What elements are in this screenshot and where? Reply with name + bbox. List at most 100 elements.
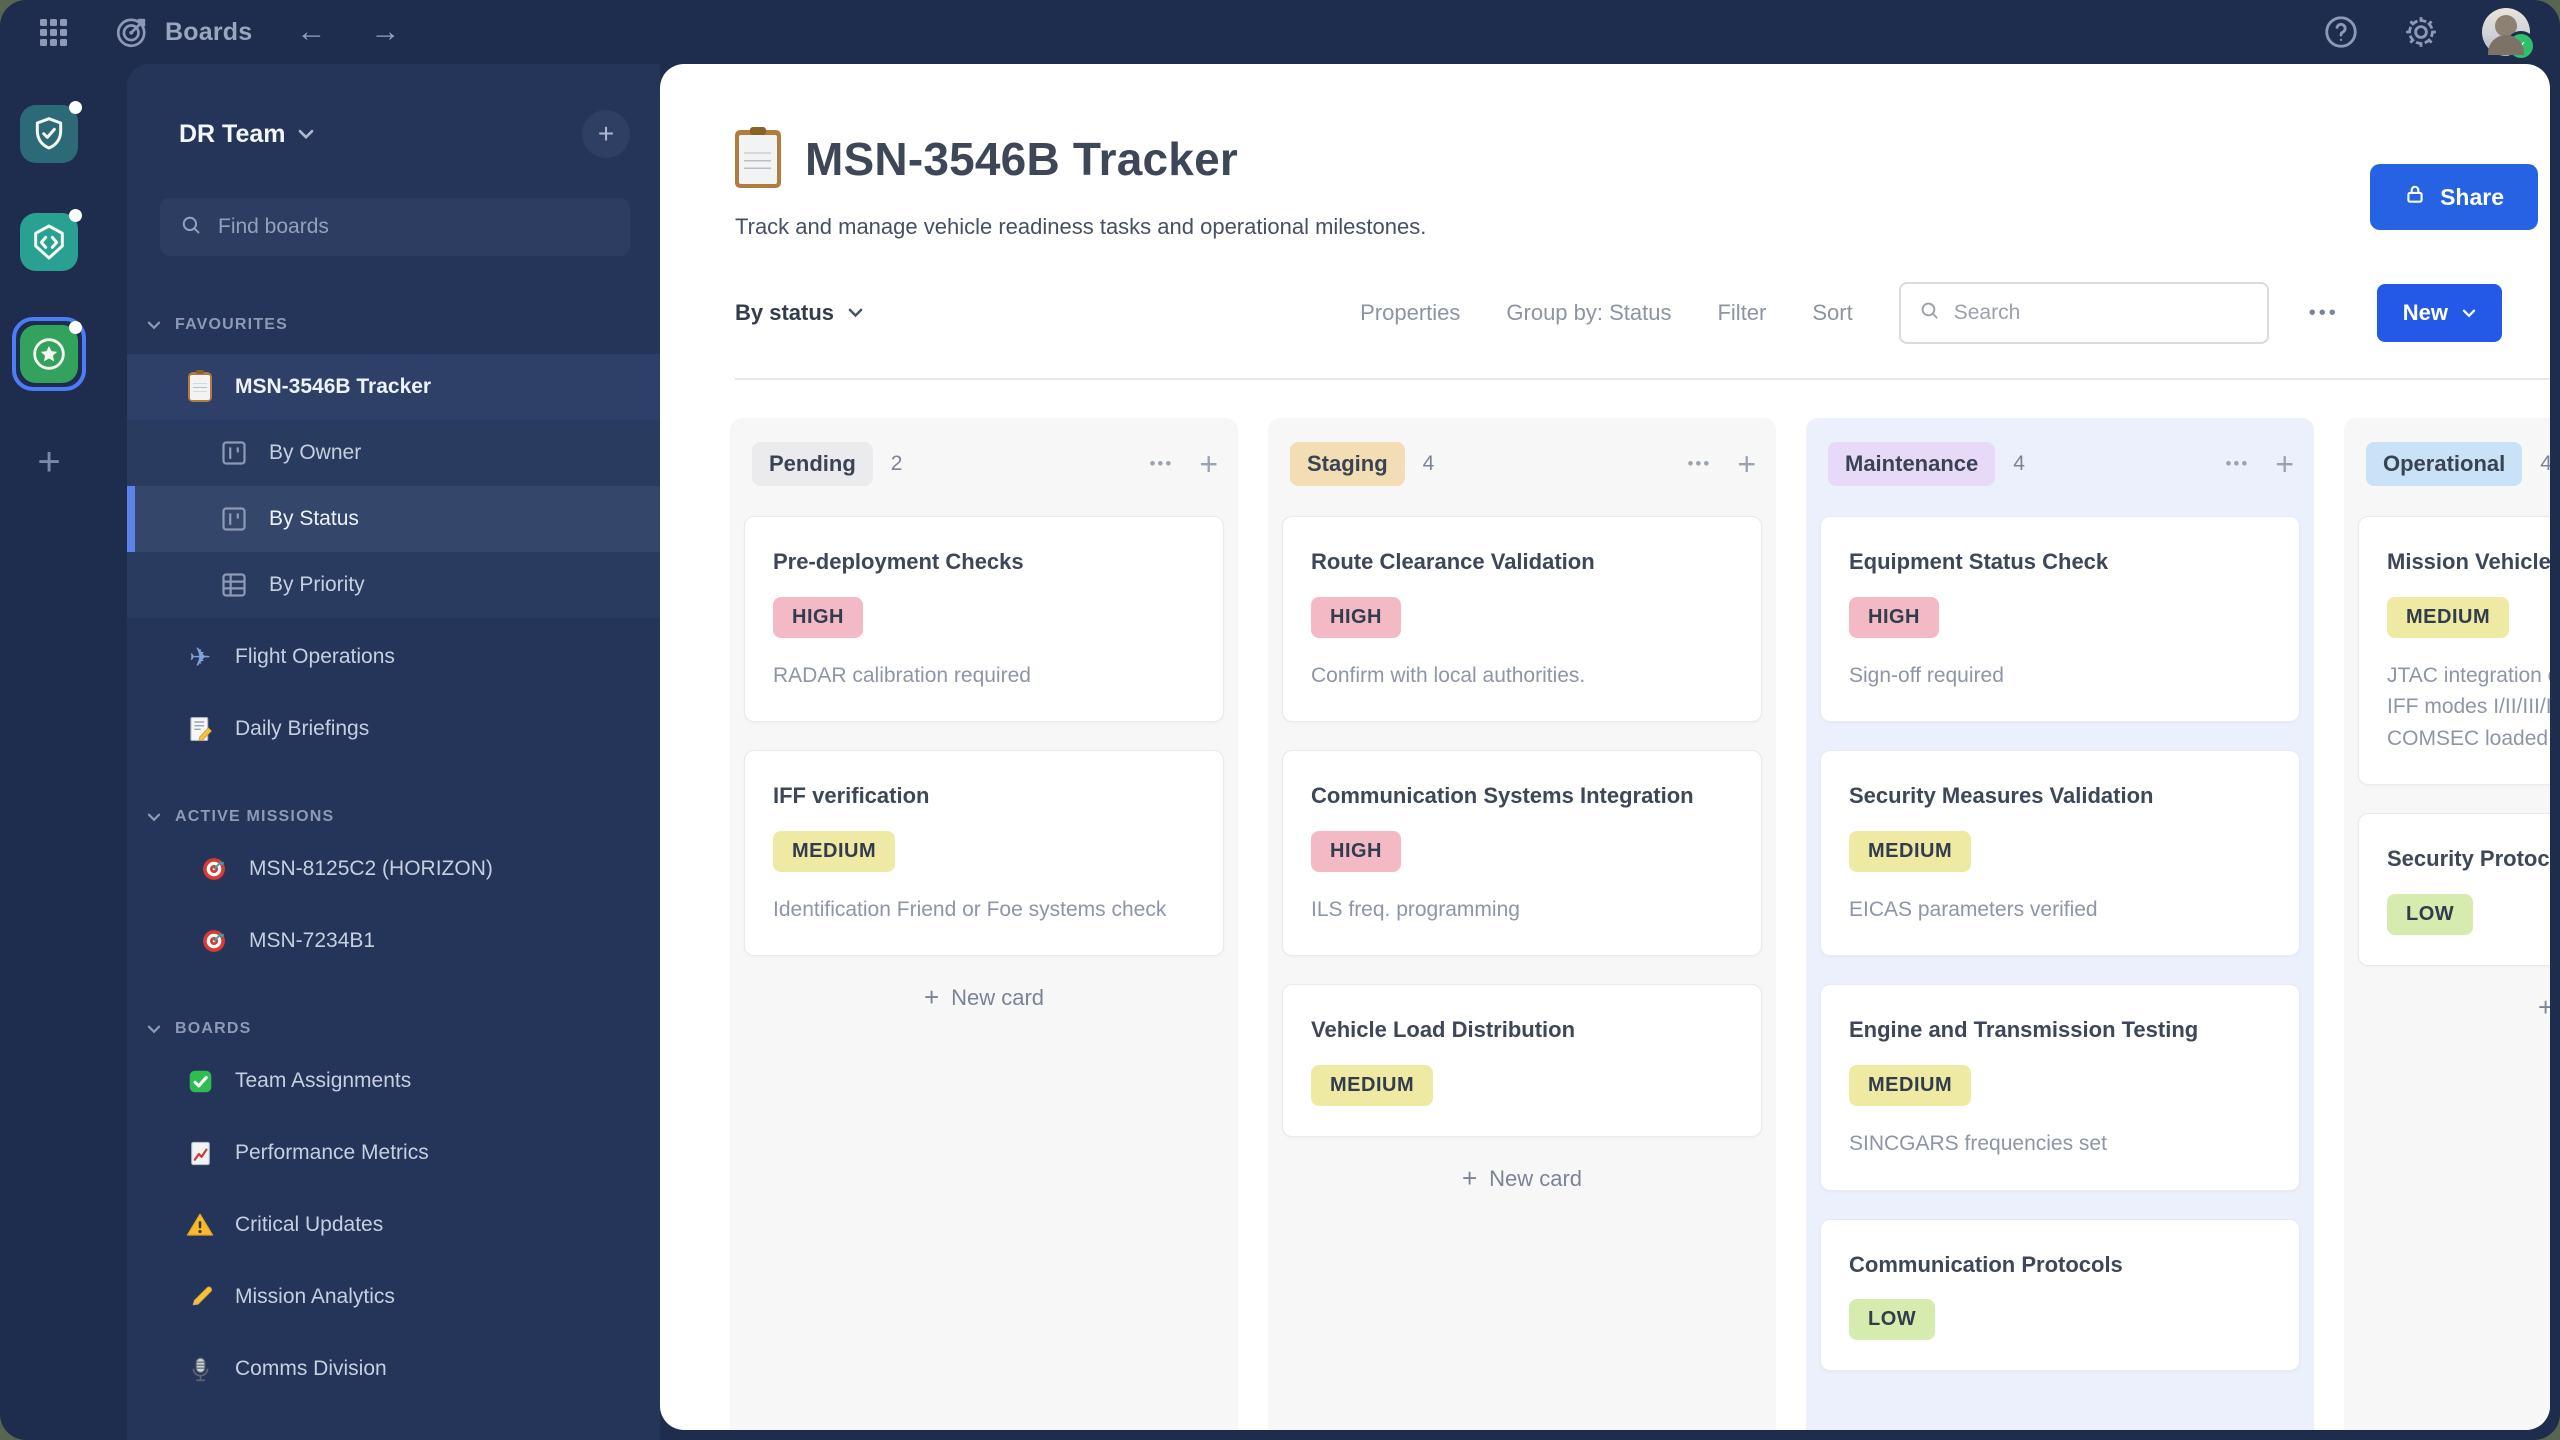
- column-add-icon[interactable]: +: [2275, 446, 2294, 482]
- column-more-icon[interactable]: •••: [2225, 454, 2250, 473]
- column-more-icon[interactable]: •••: [1149, 454, 1174, 473]
- column-count: 4: [2540, 452, 2550, 475]
- apps-grid-icon[interactable]: [40, 18, 67, 46]
- priority-badge: LOW: [1849, 1299, 1936, 1341]
- sidebar-item-label: Mission Analytics: [235, 1285, 395, 1308]
- card-title: IFF verification: [773, 783, 930, 809]
- priority-badge: HIGH: [1311, 830, 1401, 872]
- task-card[interactable]: Pre-deployment Checks HIGH RADAR calibrati…: [744, 516, 1224, 723]
- card-title: Equipment Status Check: [1849, 549, 2109, 574]
- sidebar-item-by-owner[interactable]: By Owner: [127, 420, 660, 486]
- card-description: EICAS parameters verified: [1849, 897, 2098, 921]
- pencil-icon: [185, 1282, 215, 1312]
- sidebar-item-flight-operations[interactable]: ✈ Flight Operations: [127, 624, 660, 690]
- task-card[interactable]: Security Protocol Review LOW: [2358, 813, 2550, 966]
- toolbar-item-properties[interactable]: Properties: [1360, 300, 1461, 325]
- toolbar-item-group-by-status[interactable]: Group by: Status: [1506, 300, 1672, 325]
- column-actions: ••• +: [1687, 448, 1756, 480]
- card-title: Route Clearance Validation: [1311, 549, 1595, 574]
- plus-icon: +: [1461, 1163, 1478, 1194]
- main-panel: MSN-3546B Tracker Track and manage vehic…: [660, 64, 2550, 1430]
- toolbar-item-sort[interactable]: Sort: [1812, 300, 1853, 325]
- avatar[interactable]: ✓: [2482, 8, 2536, 61]
- board-search-input[interactable]: [1951, 300, 2249, 326]
- task-card[interactable]: Vehicle Load Distribution MEDIUM: [1282, 984, 1762, 1138]
- sidebar-item-msn-3546b-tracker[interactable]: MSN-3546B Tracker: [127, 354, 660, 420]
- sidebar-item-label: MSN-3546B Tracker: [235, 375, 432, 398]
- column-add-icon[interactable]: +: [1199, 446, 1218, 482]
- sidebar-item-performance-metrics[interactable]: Performance Metrics: [127, 1120, 660, 1186]
- sidebar-item-label: Daily Briefings: [235, 717, 370, 740]
- section-header-active-missions[interactable]: ACTIVE MISSIONS: [127, 804, 660, 830]
- task-card[interactable]: Route Clearance Validation HIGH Confirm wi…: [1282, 516, 1762, 723]
- toolbar-item-filter[interactable]: Filter: [1717, 300, 1767, 325]
- board-toolbar: By status Properties Group by: Status Filt…: [735, 282, 2520, 344]
- priority-badge: MEDIUM: [2387, 596, 2510, 638]
- sidebar-item-mission-analytics[interactable]: Mission Analytics: [127, 1264, 660, 1330]
- search-input[interactable]: [216, 214, 610, 240]
- task-card[interactable]: Communication Protocols LOW: [1820, 1218, 2300, 1372]
- hexagon-code-app-icon[interactable]: [20, 209, 82, 271]
- priority-badge: LOW: [2387, 893, 2474, 935]
- card-list: Mission Vehicle Assignment MEDIUM JTAC int…: [2358, 516, 2550, 966]
- task-card[interactable]: Equipment Status Check HIGH Sign-off requi…: [1820, 516, 2300, 723]
- back-arrow-icon[interactable]: ←: [296, 15, 327, 48]
- sidebar-item-daily-briefings[interactable]: Daily Briefings: [127, 696, 660, 762]
- task-card[interactable]: Mission Vehicle Assignment MEDIUM JTAC int…: [2358, 516, 2550, 786]
- new-card-button[interactable]: +New card: [1461, 1163, 1583, 1194]
- board-search[interactable]: [1898, 282, 2269, 344]
- new-card-button[interactable]: +New card: [2358, 992, 2550, 1023]
- add-workspace-button[interactable]: +: [37, 440, 61, 484]
- sidebar-item-critical-updates[interactable]: Critical Updates: [127, 1192, 660, 1258]
- task-card[interactable]: IFF verification MEDIUM Identification Fri…: [744, 750, 1224, 957]
- find-boards-search[interactable]: [160, 198, 630, 256]
- sidebar-item-msn-8125c2-horizon-[interactable]: MSN-8125C2 (HORIZON): [127, 836, 660, 902]
- sidebar-item-label: By Status: [269, 507, 359, 530]
- section-header-favourites[interactable]: FAVOURITES: [127, 312, 660, 338]
- target-icon: [199, 854, 229, 884]
- team-switcher[interactable]: DR Team: [179, 120, 314, 149]
- target-logo-icon: [113, 13, 151, 51]
- section-header-boards[interactable]: BOARDS: [127, 1016, 660, 1042]
- kanban-board-icon: [219, 438, 249, 468]
- sidebar-item-team-assignments[interactable]: Team Assignments: [127, 1048, 660, 1114]
- card-list: Route Clearance Validation HIGH Confirm wi…: [1282, 516, 1762, 1138]
- shield-check-app-icon[interactable]: [20, 101, 82, 163]
- sidebar-item-label: Critical Updates: [235, 1213, 384, 1236]
- column-more-icon[interactable]: •••: [1687, 454, 1712, 473]
- toolbar-divider: [735, 378, 2550, 380]
- column-pill[interactable]: Pending: [752, 442, 873, 486]
- column-add-icon[interactable]: +: [1737, 446, 1756, 482]
- task-card[interactable]: Engine and Transmission Testing MEDIUM SIN…: [1820, 984, 2300, 1191]
- notification-dot: [69, 101, 82, 114]
- clipboard-icon: [185, 370, 215, 402]
- forward-arrow-icon[interactable]: →: [370, 15, 401, 48]
- chevron-down-icon: [147, 1025, 161, 1034]
- column-pill[interactable]: Maintenance: [1828, 442, 1996, 486]
- column-pill[interactable]: Staging: [1290, 442, 1405, 486]
- airplane-icon: ✈: [189, 641, 211, 672]
- star-circle-app-icon[interactable]: [12, 317, 86, 391]
- sidebar-item-label: MSN-8125C2 (HORIZON): [249, 857, 493, 880]
- more-options-icon[interactable]: •••: [2308, 301, 2339, 324]
- card-title: Communication Protocols: [1849, 1251, 2123, 1277]
- new-button[interactable]: New: [2376, 284, 2502, 342]
- card-description: Identification Friend or Foe systems che…: [773, 897, 1167, 921]
- help-icon[interactable]: [2322, 13, 2360, 51]
- sidebar-item-by-priority[interactable]: By Priority: [127, 552, 660, 618]
- settings-gear-icon[interactable]: [2402, 13, 2440, 51]
- sidebar-item-msn-7234b1[interactable]: MSN-7234B1: [127, 908, 660, 974]
- view-selector[interactable]: By status: [735, 300, 863, 326]
- new-card-button[interactable]: +New card: [923, 982, 1045, 1013]
- card-description: JTAC integration complete IFF modes I/II…: [2387, 663, 2550, 750]
- priority-badge: HIGH: [773, 596, 863, 638]
- add-board-button[interactable]: +: [582, 110, 630, 158]
- column-pill[interactable]: Operational: [2366, 442, 2523, 486]
- share-button[interactable]: Share: [2370, 164, 2538, 230]
- chevron-down-icon: [298, 129, 314, 140]
- sidebar-item-by-status[interactable]: By Status: [127, 486, 660, 552]
- task-card[interactable]: Communication Systems Integration HIGH ILS…: [1282, 750, 1762, 957]
- task-card[interactable]: Security Measures Validation MEDIUM EICAS …: [1820, 750, 2300, 957]
- sidebar-item-comms-division[interactable]: Comms Division: [127, 1336, 660, 1402]
- toolbar-menu: Properties Group by: Status Filter Sort: [1360, 300, 1853, 326]
